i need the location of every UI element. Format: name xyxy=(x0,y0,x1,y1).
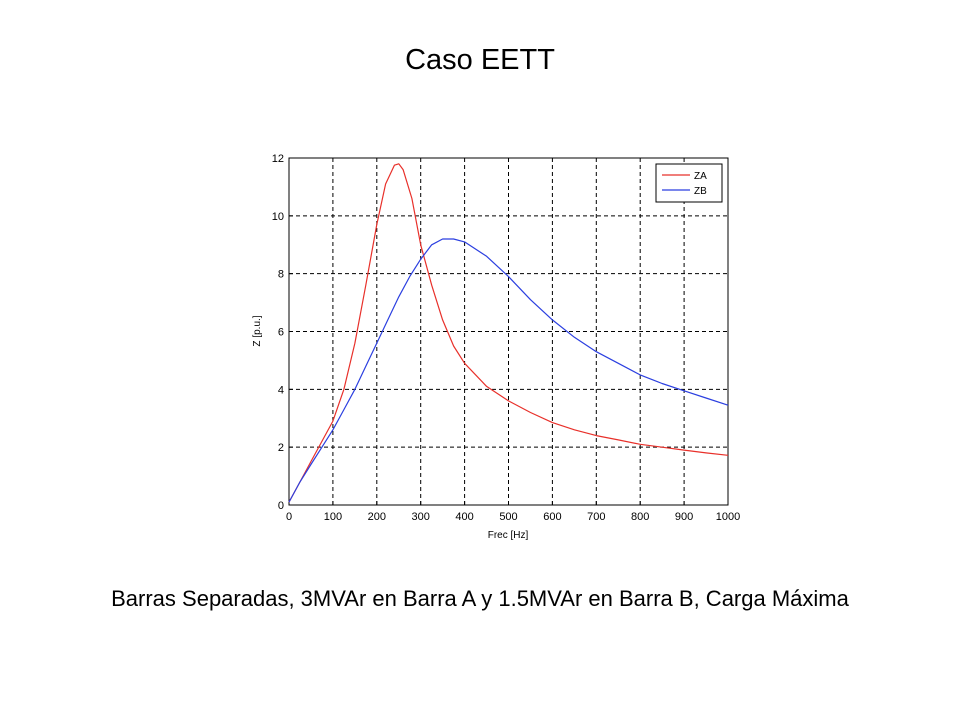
slide-caption: Barras Separadas, 3MVAr en Barra A y 1.5… xyxy=(111,586,849,611)
x-tick-label: 300 xyxy=(412,511,430,523)
y-tick-label: 10 xyxy=(272,211,284,223)
x-tick-label: 700 xyxy=(587,511,605,523)
slide-title: Caso EETT xyxy=(405,44,555,76)
x-tick-label: 1000 xyxy=(716,511,740,523)
legend-label-za: ZA xyxy=(694,171,707,182)
y-tick-label: 4 xyxy=(278,384,284,396)
legend-label-zb: ZB xyxy=(694,186,707,197)
x-tick-label: 0 xyxy=(286,511,292,523)
x-tick-label: 500 xyxy=(499,511,517,523)
x-tick-label: 900 xyxy=(675,511,693,523)
x-tick-label: 800 xyxy=(631,511,649,523)
x-tick-label: 600 xyxy=(543,511,561,523)
y-tick-label: 8 xyxy=(278,269,284,281)
series-line-zb xyxy=(288,238,729,503)
y-tick-label: 12 xyxy=(272,153,284,165)
series-line-za xyxy=(288,163,729,503)
y-tick-label: 2 xyxy=(278,442,284,454)
x-tick-label: 200 xyxy=(368,511,386,523)
series-lines xyxy=(288,163,729,503)
x-axis-label: Frec [Hz] xyxy=(488,530,529,541)
y-tick-label: 0 xyxy=(278,500,284,512)
x-tick-label: 100 xyxy=(324,511,342,523)
y-tick-label: 6 xyxy=(278,327,284,339)
grid-lines xyxy=(289,158,728,505)
axis-ticks: 0 100 200 300 400 500 600 700 800 900 1000 0 2 4 6 8 10 1… xyxy=(272,153,740,523)
y-axis-label: Z [p.u.] xyxy=(252,315,263,346)
legend-box xyxy=(655,163,723,203)
legend: ZA ZB xyxy=(655,163,723,203)
x-tick-label: 400 xyxy=(455,511,473,523)
